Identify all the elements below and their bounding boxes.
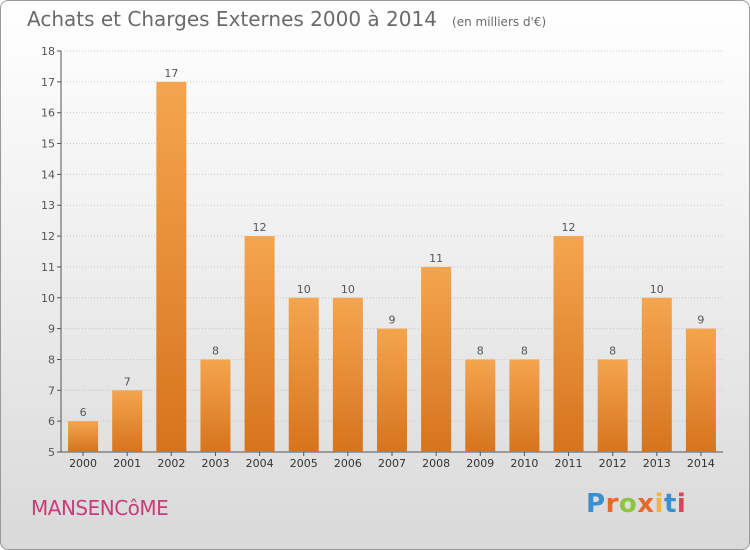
y-tick-label: 11 [41,261,55,274]
x-tick-label: 2006 [334,457,362,470]
logo-letter: o [618,489,638,519]
data-label: 10 [341,283,355,296]
data-label: 12 [562,221,576,234]
proxiti-logo: Proxiti [586,489,686,519]
bar-2001 [112,390,143,452]
x-tick-label: 2010 [510,457,538,470]
x-tick-label: 2011 [555,457,583,470]
logo-letter: P [586,489,606,519]
x-tick-label: 2000 [69,457,97,470]
bar-2005 [288,297,319,452]
data-label: 8 [521,344,528,357]
x-tick-label: 2008 [422,457,450,470]
bar-2002 [156,81,187,452]
logo-letter: r [605,489,619,519]
data-label: 6 [80,406,87,419]
y-tick-label: 7 [48,384,55,397]
logo-letter: t [663,489,677,519]
x-tick-label: 2005 [290,457,318,470]
bar-2013 [641,297,672,452]
logo-letter: i [654,489,664,519]
data-label: 9 [389,314,396,327]
data-label: 10 [297,283,311,296]
bar-2014 [685,328,716,452]
bar-2012 [597,359,628,452]
bar-2010 [509,359,540,452]
y-tick-label: 6 [48,415,55,428]
y-tick-label: 17 [41,76,55,89]
title-row: Achats et Charges Externes 2000 à 2014 (… [27,7,546,31]
logo-letter: x [637,489,655,519]
data-label: 10 [650,283,664,296]
data-label: 7 [124,375,131,388]
y-tick-label: 10 [41,292,55,305]
bar-2007 [376,328,408,452]
data-label: 9 [697,314,704,327]
chart-unit: (en milliers d'€) [452,15,547,29]
x-tick-label: 2012 [599,457,627,470]
x-tick-label: 2004 [246,457,274,470]
y-tick-label: 18 [41,45,55,58]
bar-2004 [244,236,275,452]
data-label: 8 [609,344,616,357]
x-tick-label: 2007 [378,457,406,470]
y-tick-label: 14 [41,168,55,181]
x-tick-label: 2002 [157,457,185,470]
x-tick-label: 2001 [113,457,141,470]
bar-2006 [332,297,363,452]
commune-name: MANSENCôME [31,496,169,520]
logo-letter: i [676,489,687,519]
y-tick-label: 8 [48,353,55,366]
bar-2000 [68,421,99,452]
bar-2003 [200,359,231,452]
bar-2011 [553,236,584,452]
bar-2008 [421,266,452,452]
y-tick-label: 16 [41,107,55,120]
data-label: 11 [429,252,443,265]
labels: 5 6 7 8 9 10 11 12 13 14 15 16 17 18 6 2000 7 2001 17 2002 8… [41,45,715,470]
bar-2009 [465,359,496,452]
data-label: 8 [212,344,219,357]
x-tick-label: 2009 [466,457,494,470]
x-tick-label: 2013 [643,457,671,470]
y-tick-label: 9 [48,323,55,336]
y-tick-label: 15 [41,138,55,151]
y-tick-label: 13 [41,199,55,212]
data-label: 12 [253,221,267,234]
x-tick-label: 2014 [687,457,715,470]
y-tick-label: 12 [41,230,55,243]
data-label: 8 [477,344,484,357]
x-tick-label: 2003 [201,457,229,470]
y-tick-label: 5 [48,446,55,459]
data-label: 17 [164,67,178,80]
bars [68,81,716,452]
chart-title: Achats et Charges Externes 2000 à 2014 [27,7,437,31]
